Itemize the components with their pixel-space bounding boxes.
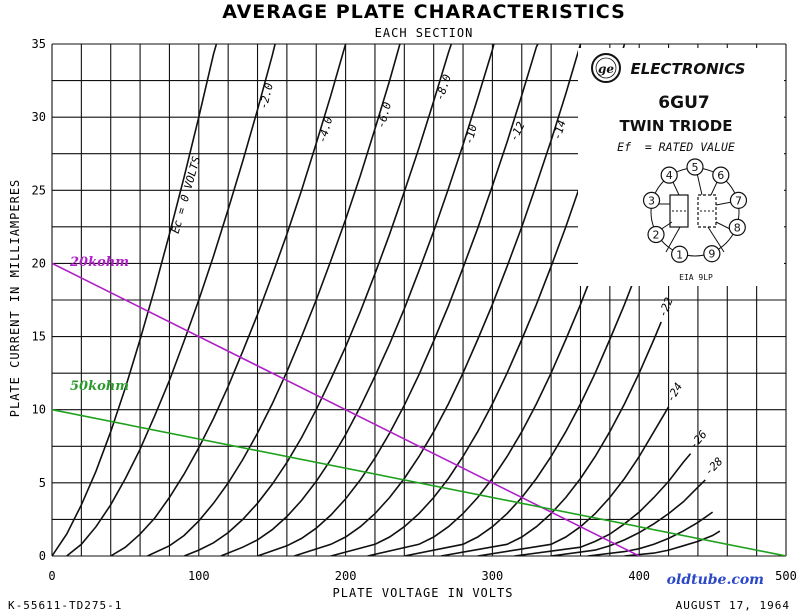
pin-number: 2: [653, 229, 660, 242]
curve-label: -8.0: [433, 72, 454, 102]
curve-label: -24: [664, 381, 685, 405]
x-tick-label: 0: [48, 569, 55, 583]
x-tick-label: 200: [335, 569, 357, 583]
chart-title: AVERAGE PLATE CHARACTERISTICS: [222, 1, 626, 23]
curve-ec-0: [52, 44, 218, 556]
curve-ec-11: [440, 321, 662, 556]
curve-label: -12: [507, 119, 528, 143]
pin-number: 6: [717, 169, 724, 182]
pin-number: 3: [648, 194, 655, 207]
curve-ec-14: [550, 479, 706, 556]
pin-circle: [728, 218, 746, 236]
curve-label: -28: [702, 455, 726, 478]
curve-label: -22: [656, 295, 676, 319]
curve-ec-16: [624, 530, 721, 556]
load-line-label-50kohm: 50kohm: [70, 379, 129, 394]
curve-ec-7: [293, 44, 582, 556]
y-tick-label: 10: [32, 403, 46, 417]
pin-circle: [729, 191, 748, 209]
y-tick-label: 35: [32, 37, 46, 51]
curve-label: -14: [551, 119, 569, 142]
basing-label: EIA 9LP: [679, 273, 713, 282]
pin-circle: [712, 166, 730, 184]
svg-text:ge: ge: [598, 62, 614, 76]
pin-number: 1: [676, 248, 683, 261]
y-axis-title: PLATE CURRENT IN MILLIAMPERES: [8, 179, 22, 418]
pin-circle: [647, 225, 665, 244]
grid-bias-curves: [52, 44, 721, 556]
pin-number: 5: [692, 161, 699, 174]
x-tick-label: 400: [628, 569, 650, 583]
pin-circle: [671, 245, 689, 263]
y-tick-label: 15: [32, 330, 46, 344]
curve-label: -26: [687, 428, 710, 452]
curve-ec-5: [220, 44, 495, 556]
drawing-number: K-55611-TD275-1: [8, 599, 122, 612]
y-tick-label: 30: [32, 110, 46, 124]
load-lines: [52, 262, 786, 556]
x-axis-title: PLATE VOLTAGE IN VOLTS: [333, 586, 514, 600]
y-tick-label: 20: [32, 256, 46, 270]
pin-number: 8: [734, 221, 741, 234]
filament-rating: Ef = RATED VALUE: [617, 140, 735, 154]
ge-monogram-icon: ge: [591, 53, 621, 83]
pin-circle: [703, 245, 721, 263]
curve-ec-15: [587, 511, 714, 556]
brand-name: ELECTRONICS: [630, 60, 745, 78]
pin-number: 7: [735, 194, 742, 207]
curve-ec-1: [66, 44, 276, 556]
y-tick-label: 0: [39, 549, 46, 563]
curve-ec-2: [110, 44, 347, 556]
curve-ec-6: [257, 44, 539, 556]
tube-type: TWIN TRIODE: [620, 117, 733, 135]
pin-number: 4: [666, 169, 673, 182]
x-tick-label: 300: [482, 569, 504, 583]
curve-label: -2.0: [257, 81, 276, 110]
curve-label: -4.0: [316, 115, 336, 144]
curve-ec-10: [404, 248, 648, 556]
y-tick-label: 25: [32, 183, 46, 197]
curve-ec-13: [514, 453, 692, 556]
brand-box: ge ELECTRONICS 6GU7 TWIN TRIODE Ef = RAT…: [578, 48, 784, 286]
drawing-date: AUGUST 17, 1964: [676, 599, 790, 612]
pin-circle: [660, 166, 678, 184]
x-tick-label: 100: [188, 569, 210, 583]
x-tick-label: 500: [775, 569, 797, 583]
watermark-text: oldtube.com: [667, 572, 764, 588]
y-tick-label: 5: [39, 476, 46, 490]
curve-ec-4: [183, 44, 453, 556]
base-pin-diagram: 1 2 34 5 67 8 9: [642, 158, 748, 263]
chart-subtitle: EACH SECTION: [375, 26, 474, 40]
pin-number: 9: [708, 248, 715, 261]
curve-ec-3: [147, 44, 401, 556]
pin-circle: [686, 158, 704, 176]
pin-circle: [642, 191, 661, 209]
curve-ec-12: [477, 406, 670, 556]
tube-number: 6GU7: [658, 93, 709, 113]
curve-label: -10: [462, 123, 480, 146]
load-line-50kohm: [52, 408, 786, 556]
curve-label: -6.0: [374, 100, 394, 129]
load-line-label-20kohm: 20kohm: [69, 255, 129, 270]
